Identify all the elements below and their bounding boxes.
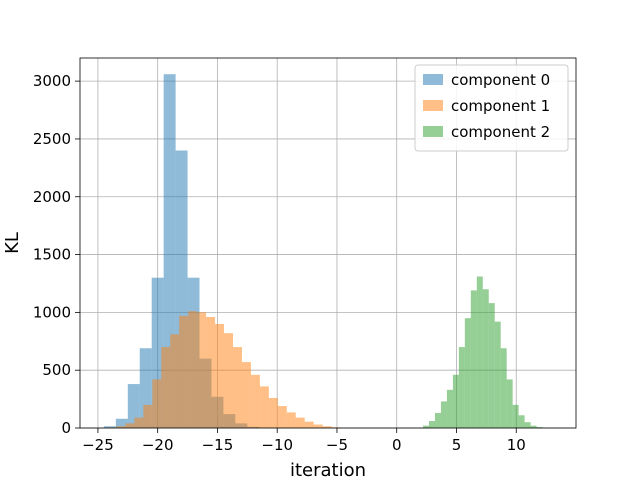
x-tick-label: −10 — [261, 436, 293, 454]
histogram-bar — [447, 390, 453, 428]
legend-swatch — [423, 74, 443, 85]
legend-label: component 1 — [451, 97, 550, 115]
histogram-bar — [429, 421, 435, 428]
histogram-bar — [495, 322, 501, 428]
histogram-bar — [471, 290, 477, 428]
histogram-bar — [441, 401, 447, 428]
legend-label: component 2 — [451, 123, 550, 141]
x-tick-label: −20 — [142, 436, 174, 454]
y-tick-label: 3000 — [33, 72, 71, 90]
histogram-bar — [143, 405, 152, 428]
histogram-bar — [465, 318, 471, 428]
histogram-bar — [188, 311, 197, 428]
histogram-bar — [161, 347, 170, 428]
histogram-bar — [296, 418, 305, 428]
histogram-bar — [170, 334, 179, 428]
histogram-bar — [305, 422, 314, 428]
histogram-bar — [477, 277, 483, 428]
y-axis-label: KL — [2, 232, 23, 254]
histogram-bar — [206, 317, 215, 428]
x-tick-label: 0 — [392, 436, 402, 454]
legend-swatch — [423, 100, 443, 111]
x-tick-label: −25 — [82, 436, 114, 454]
histogram-bar — [525, 422, 531, 428]
histogram-bar — [197, 312, 206, 428]
histogram-bar — [224, 333, 233, 428]
x-tick-label: 10 — [507, 436, 526, 454]
y-tick-label: 2500 — [33, 130, 71, 148]
histogram-bar — [513, 405, 519, 428]
x-tick-label: −15 — [202, 436, 234, 454]
histogram-bar — [501, 348, 507, 428]
histogram-bar — [507, 379, 513, 428]
histogram-bar — [125, 423, 134, 428]
histogram-bar — [251, 375, 260, 428]
histogram-bar — [459, 347, 465, 428]
x-tick-label: −5 — [326, 436, 348, 454]
x-axis-label: iteration — [290, 460, 366, 480]
histogram-bar — [489, 303, 495, 428]
histogram-bar — [519, 415, 525, 428]
histogram-bar — [278, 406, 287, 428]
histogram-bar — [453, 375, 459, 428]
histogram-bar — [233, 347, 242, 428]
y-tick-label: 2000 — [33, 188, 71, 206]
y-tick-label: 1000 — [33, 303, 71, 321]
histogram-bar — [483, 289, 489, 428]
x-tick-label: 5 — [452, 436, 462, 454]
histogram-bar — [152, 379, 161, 428]
y-tick-label: 0 — [61, 419, 71, 437]
y-tick-label: 1500 — [33, 246, 71, 264]
histogram-bar — [215, 324, 224, 428]
histogram-bar — [134, 418, 143, 428]
legend-swatch — [423, 126, 443, 137]
histogram-bar — [269, 398, 278, 428]
legend: component 0 component 1 component 2 — [415, 65, 568, 151]
histogram-bar — [242, 362, 251, 428]
y-tick-label: 500 — [42, 361, 71, 379]
histogram-bar — [287, 412, 296, 428]
histogram-bar — [260, 386, 269, 428]
histogram-bar — [179, 316, 188, 428]
histogram-bar — [314, 425, 323, 428]
histogram-bar — [435, 413, 441, 428]
legend-label: component 0 — [451, 71, 550, 89]
